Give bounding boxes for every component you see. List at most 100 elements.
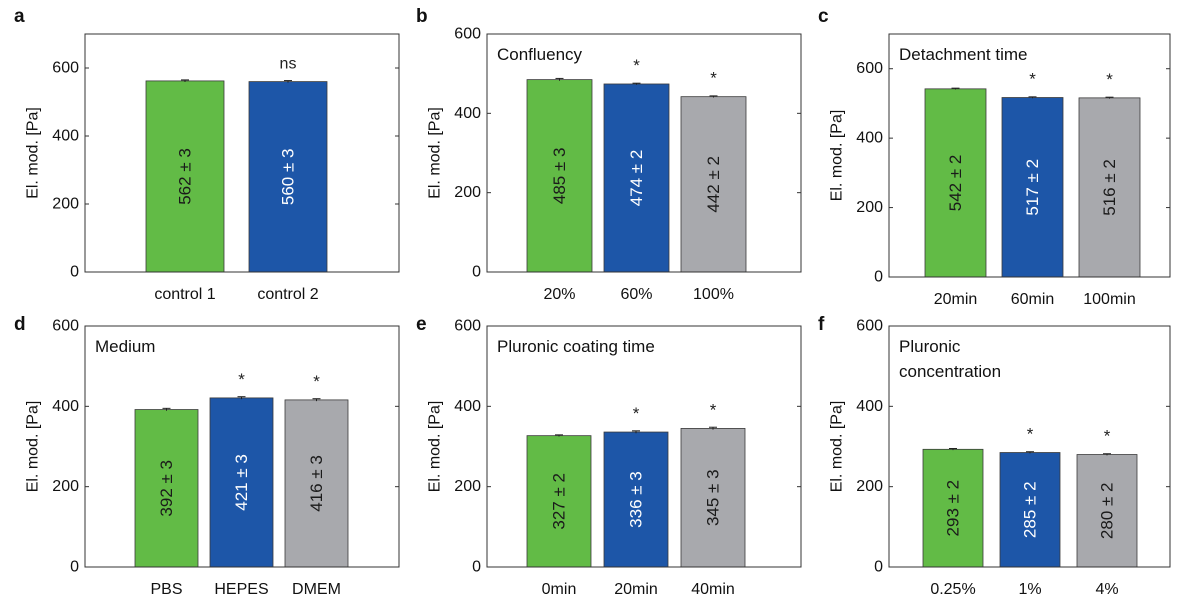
x-tick-label: 60% xyxy=(620,286,652,303)
data-label: 345 ± 3 xyxy=(704,469,723,526)
data-label: 542 ± 2 xyxy=(946,155,965,212)
y-tick-label: 400 xyxy=(52,128,79,145)
bar xyxy=(603,431,669,568)
y-axis-label: El. mod. [Pa] xyxy=(829,401,846,493)
bar xyxy=(924,88,987,278)
y-tick-label: 0 xyxy=(472,264,481,281)
significance-marker: ns xyxy=(280,56,297,73)
axes-box xyxy=(486,33,802,273)
y-tick-label: 600 xyxy=(52,318,79,335)
data-label: 560 ± 3 xyxy=(279,148,298,205)
axes-box xyxy=(84,33,400,273)
y-tick-label: 200 xyxy=(856,478,883,495)
significance-marker: * xyxy=(710,400,717,419)
bar xyxy=(680,96,747,273)
x-tick-label: 1% xyxy=(1018,581,1041,596)
significance-marker: * xyxy=(238,370,245,389)
bar xyxy=(680,428,746,568)
panel-c: c 542 ± 2 20min 517 ± 2 * 60min 516 ± 2 * 100min… xyxy=(818,6,1171,308)
x-tick-label: 4% xyxy=(1095,581,1118,596)
x-tick-label: 20min xyxy=(934,291,978,308)
significance-marker: * xyxy=(313,372,320,391)
bar xyxy=(1078,97,1141,278)
y-tick-label: 600 xyxy=(856,60,883,77)
panel-letter: e xyxy=(416,314,427,335)
data-label: 562 ± 3 xyxy=(176,148,195,205)
x-tick-label: PBS xyxy=(150,581,182,596)
x-tick-label: 20% xyxy=(543,286,575,303)
bar xyxy=(145,80,225,273)
y-tick-label: 0 xyxy=(874,559,883,576)
significance-marker: * xyxy=(633,56,640,75)
panel-letter: a xyxy=(14,6,25,27)
panel-letter: b xyxy=(416,6,428,27)
chart-title: Pluronic concentration xyxy=(899,337,1001,381)
x-tick-label: 0.25% xyxy=(930,581,975,596)
y-tick-label: 600 xyxy=(454,318,481,335)
y-tick-label: 400 xyxy=(856,398,883,415)
y-axis-label: El. mod. [Pa] xyxy=(25,401,42,493)
data-label: 442 ± 2 xyxy=(704,156,723,213)
data-label: 392 ± 3 xyxy=(157,460,176,517)
significance-marker: * xyxy=(1106,70,1113,89)
chart-title: Confluency xyxy=(497,45,583,64)
y-tick-label: 200 xyxy=(454,184,481,201)
y-axis-label: El. mod. [Pa] xyxy=(427,107,444,199)
x-tick-label: 20min xyxy=(614,581,658,596)
x-tick-label: 100min xyxy=(1083,291,1135,308)
significance-marker: * xyxy=(1029,70,1036,89)
axes-box xyxy=(888,325,1171,568)
data-label: 485 ± 3 xyxy=(550,148,569,205)
y-tick-label: 600 xyxy=(52,60,79,77)
y-tick-label: 0 xyxy=(472,559,481,576)
x-tick-label: control 2 xyxy=(257,286,318,303)
axes-box xyxy=(486,325,802,568)
data-label: 285 ± 2 xyxy=(1021,481,1040,538)
data-label: 474 ± 2 xyxy=(627,150,646,207)
data-label: 517 ± 2 xyxy=(1023,159,1042,216)
data-label: 416 ± 3 xyxy=(307,455,326,512)
data-label: 327 ± 2 xyxy=(550,473,569,530)
x-tick-label: HEPES xyxy=(214,581,268,596)
y-tick-label: 600 xyxy=(856,318,883,335)
panel-f: f 293 ± 2 0.25% 285 ± 2 * 1% 280 ± 2 * 4% 0 200 400… xyxy=(818,314,1171,596)
y-tick-label: 400 xyxy=(454,398,481,415)
y-tick-label: 200 xyxy=(52,478,79,495)
panel-b: b 485 ± 3 20% 474 ± 2 * 60% 442 ± 2 * 100% 0 200 40… xyxy=(416,6,802,303)
axes-box xyxy=(84,325,400,568)
x-tick-label: 60min xyxy=(1011,291,1055,308)
bar xyxy=(1001,97,1064,278)
y-tick-label: 600 xyxy=(454,26,481,43)
significance-marker: * xyxy=(1104,427,1111,446)
x-tick-label: 100% xyxy=(693,286,734,303)
panel-e: e 327 ± 2 0min 336 ± 3 * 20min 345 ± 3 * 40min 0 2… xyxy=(416,314,802,596)
x-tick-label: control 1 xyxy=(154,286,215,303)
data-label: 421 ± 3 xyxy=(232,454,251,511)
axes-box xyxy=(888,33,1171,278)
panel-letter: c xyxy=(818,6,829,27)
data-label: 516 ± 2 xyxy=(1100,159,1119,216)
panel-d: d 392 ± 3 PBS 421 ± 3 * HEPES 416 ± 3 * DMEM 0 200… xyxy=(14,314,400,596)
x-tick-label: 40min xyxy=(691,581,735,596)
bar xyxy=(134,409,199,568)
y-tick-label: 400 xyxy=(52,398,79,415)
x-tick-label: DMEM xyxy=(292,581,341,596)
y-axis-label: El. mod. [Pa] xyxy=(427,401,444,493)
panel-letter: d xyxy=(14,314,26,335)
significance-marker: * xyxy=(633,404,640,423)
y-tick-label: 0 xyxy=(874,269,883,286)
y-tick-label: 200 xyxy=(856,199,883,216)
y-tick-label: 200 xyxy=(52,196,79,213)
chart-title: Detachment time xyxy=(899,45,1028,64)
y-tick-label: 200 xyxy=(454,478,481,495)
bar xyxy=(284,399,349,568)
bar xyxy=(1076,454,1138,568)
y-axis-label: El. mod. [Pa] xyxy=(829,110,846,202)
chart-title: Medium xyxy=(95,337,155,356)
bar xyxy=(603,83,670,273)
significance-marker: * xyxy=(1027,425,1034,444)
panel-letter: f xyxy=(818,314,825,335)
data-label: 336 ± 3 xyxy=(627,471,646,528)
y-tick-label: 0 xyxy=(70,559,79,576)
